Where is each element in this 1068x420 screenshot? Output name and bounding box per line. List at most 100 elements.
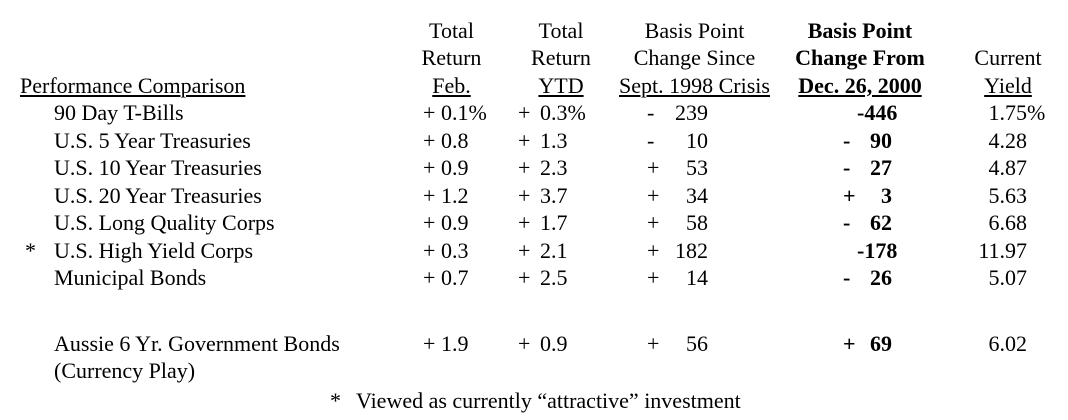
value-number: 3.7	[540, 182, 568, 208]
value-number: 0.7	[441, 265, 469, 290]
value-sign: +	[423, 100, 436, 125]
cell-total-return-feb: +1.2	[398, 182, 505, 210]
cell-current-yield: 6.02	[948, 330, 1068, 385]
value-number: 10	[686, 127, 708, 153]
value-sign: +	[518, 330, 531, 356]
cell-bp-change-from-dec-26-2000: -26	[772, 264, 948, 292]
cell-total-return-ytd: +1.7	[505, 209, 617, 237]
cell-bp-change-from-dec-26-2000: -178	[772, 237, 948, 265]
cell-bp-change-since-1998-crisis: +56	[617, 330, 772, 385]
row-asterisk-marker: *	[25, 237, 36, 263]
column-header-line3: Dec. 26, 2000	[798, 72, 922, 98]
value-sign: +	[647, 265, 660, 290]
value-number: 1.2	[441, 182, 469, 208]
cell-total-return-ytd: +1.3	[505, 127, 617, 155]
value-sign: -	[843, 127, 851, 153]
cell-total-return-ytd: +2.3	[505, 154, 617, 182]
value-sign: -	[647, 100, 655, 125]
value-sign: +	[518, 182, 531, 208]
table-title: Performance Comparison	[20, 72, 246, 98]
row-label-cell: Municipal Bonds	[0, 264, 398, 292]
cell-current-yield: 11.97	[948, 237, 1068, 265]
value-sign: +	[647, 182, 660, 208]
cell-current-yield: 4.87	[948, 154, 1068, 182]
column-header-line1: Total	[538, 17, 584, 43]
cell-current-yield: 4.28	[948, 127, 1068, 155]
value-sign: +	[423, 155, 436, 180]
column-header-line3: YTD	[538, 72, 584, 98]
value-sign: +	[843, 182, 856, 208]
column-header-line1: Basis Point	[807, 17, 913, 43]
value-number: 34	[686, 182, 708, 208]
value-sign: +	[423, 182, 436, 208]
row-label-cell: U.S. 20 Year Treasuries	[0, 182, 398, 210]
value-number: 0.3%	[540, 100, 586, 125]
value-number: 1.75	[988, 100, 1028, 125]
value-number: 4.28	[988, 127, 1028, 153]
cell-bp-change-from-dec-26-2000: +69	[772, 330, 948, 385]
value-sign: +	[518, 237, 531, 263]
value-number: 2.5	[540, 265, 568, 290]
row-label-cell: U.S. Long Quality Corps	[0, 209, 398, 237]
column-header-line1: Total	[429, 17, 474, 43]
column-header-line2: Change Since	[633, 45, 756, 70]
table-row: * U.S. High Yield Corps +0.3 +2.1 +182 -1…	[0, 237, 1068, 265]
column-header-line2: Current	[974, 45, 1042, 70]
column-header-line2: Return	[421, 45, 482, 70]
row-label: U.S. 5 Year Treasuries	[54, 127, 251, 153]
table-row: Municipal Bonds +0.7 +2.5 +14 -26 5.07	[0, 264, 1068, 292]
cell-total-return-feb: +0.9	[398, 154, 505, 182]
value-sign: +	[647, 330, 660, 356]
row-label-line2: (Currency Play)	[54, 358, 196, 383]
cell-bp-change-from-dec-26-2000: +3	[772, 182, 948, 210]
row-label: Aussie 6 Yr. Government Bonds	[54, 330, 340, 356]
value-sign: +	[518, 100, 531, 125]
cell-bp-change-since-1998-crisis: +14	[617, 264, 772, 292]
value-sign: +	[647, 155, 660, 180]
value-sign: +	[518, 127, 531, 153]
value-number: 1.9	[441, 330, 469, 356]
row-label: Municipal Bonds	[54, 265, 207, 290]
value-number: 56	[686, 330, 708, 356]
table-row: U.S. 10 Year Treasuries +0.9 +2.3 +53 -2…	[0, 154, 1068, 182]
cell-total-return-ytd: +0.9	[505, 330, 617, 385]
cell-total-return-feb: +0.7	[398, 264, 505, 292]
table-header-row: Performance Comparison Total Return Feb.…	[0, 16, 1068, 99]
column-header-line1: Basis Point	[644, 17, 745, 43]
table-row: U.S. 20 Year Treasuries +1.2 +3.7 +34 +3…	[0, 182, 1068, 210]
cell-total-return-ytd: +3.7	[505, 182, 617, 210]
value-number: 6.02	[988, 330, 1028, 356]
cell-bp-change-since-1998-crisis: - 10	[617, 127, 772, 155]
cell-current-yield: 6.68	[948, 209, 1068, 237]
table-row: 90 Day T-Bills +0.1% +0.3% -239 -446 1.7…	[0, 99, 1068, 127]
cell-total-return-ytd: +0.3%	[505, 99, 617, 127]
cell-bp-change-from-dec-26-2000: -27	[772, 154, 948, 182]
value-sign: +	[423, 265, 436, 290]
cell-total-return-ytd: +2.5	[505, 264, 617, 292]
value-number: 14	[686, 265, 708, 290]
table-title-cell: Performance Comparison	[0, 16, 398, 99]
value-number: 239	[675, 100, 708, 125]
value-number: 1.7	[540, 210, 568, 235]
column-header-bp00: Basis Point Change From Dec. 26, 2000	[772, 16, 948, 99]
cell-total-return-feb: +0.8	[398, 127, 505, 155]
column-header-line3: Feb.	[432, 72, 471, 98]
table-row: Aussie 6 Yr. Government Bonds (Currency …	[0, 330, 1068, 385]
value-sign: +	[647, 237, 660, 263]
value-number: 2.1	[540, 237, 568, 263]
value-number: 62	[870, 210, 892, 235]
value-number: 3	[881, 182, 892, 208]
footnote: * Viewed as currently “attractive” invest…	[0, 387, 1068, 415]
value-sign: -	[843, 265, 851, 290]
column-header-ytd: Total Return YTD	[505, 16, 617, 99]
column-header-feb: Total Return Feb.	[398, 16, 505, 99]
cell-current-yield: 1.75%	[988, 100, 1046, 125]
footnote-asterisk: *	[330, 387, 341, 413]
value-number: 5.07	[988, 265, 1028, 290]
value-number: 1.3	[540, 127, 568, 153]
cell-bp-change-from-dec-26-2000: -90	[772, 127, 948, 155]
column-header-line2: Return	[531, 45, 591, 70]
value-sign: +	[518, 155, 531, 180]
value-number: -446	[857, 100, 898, 125]
row-label-cell: U.S. 10 Year Treasuries	[0, 154, 398, 182]
